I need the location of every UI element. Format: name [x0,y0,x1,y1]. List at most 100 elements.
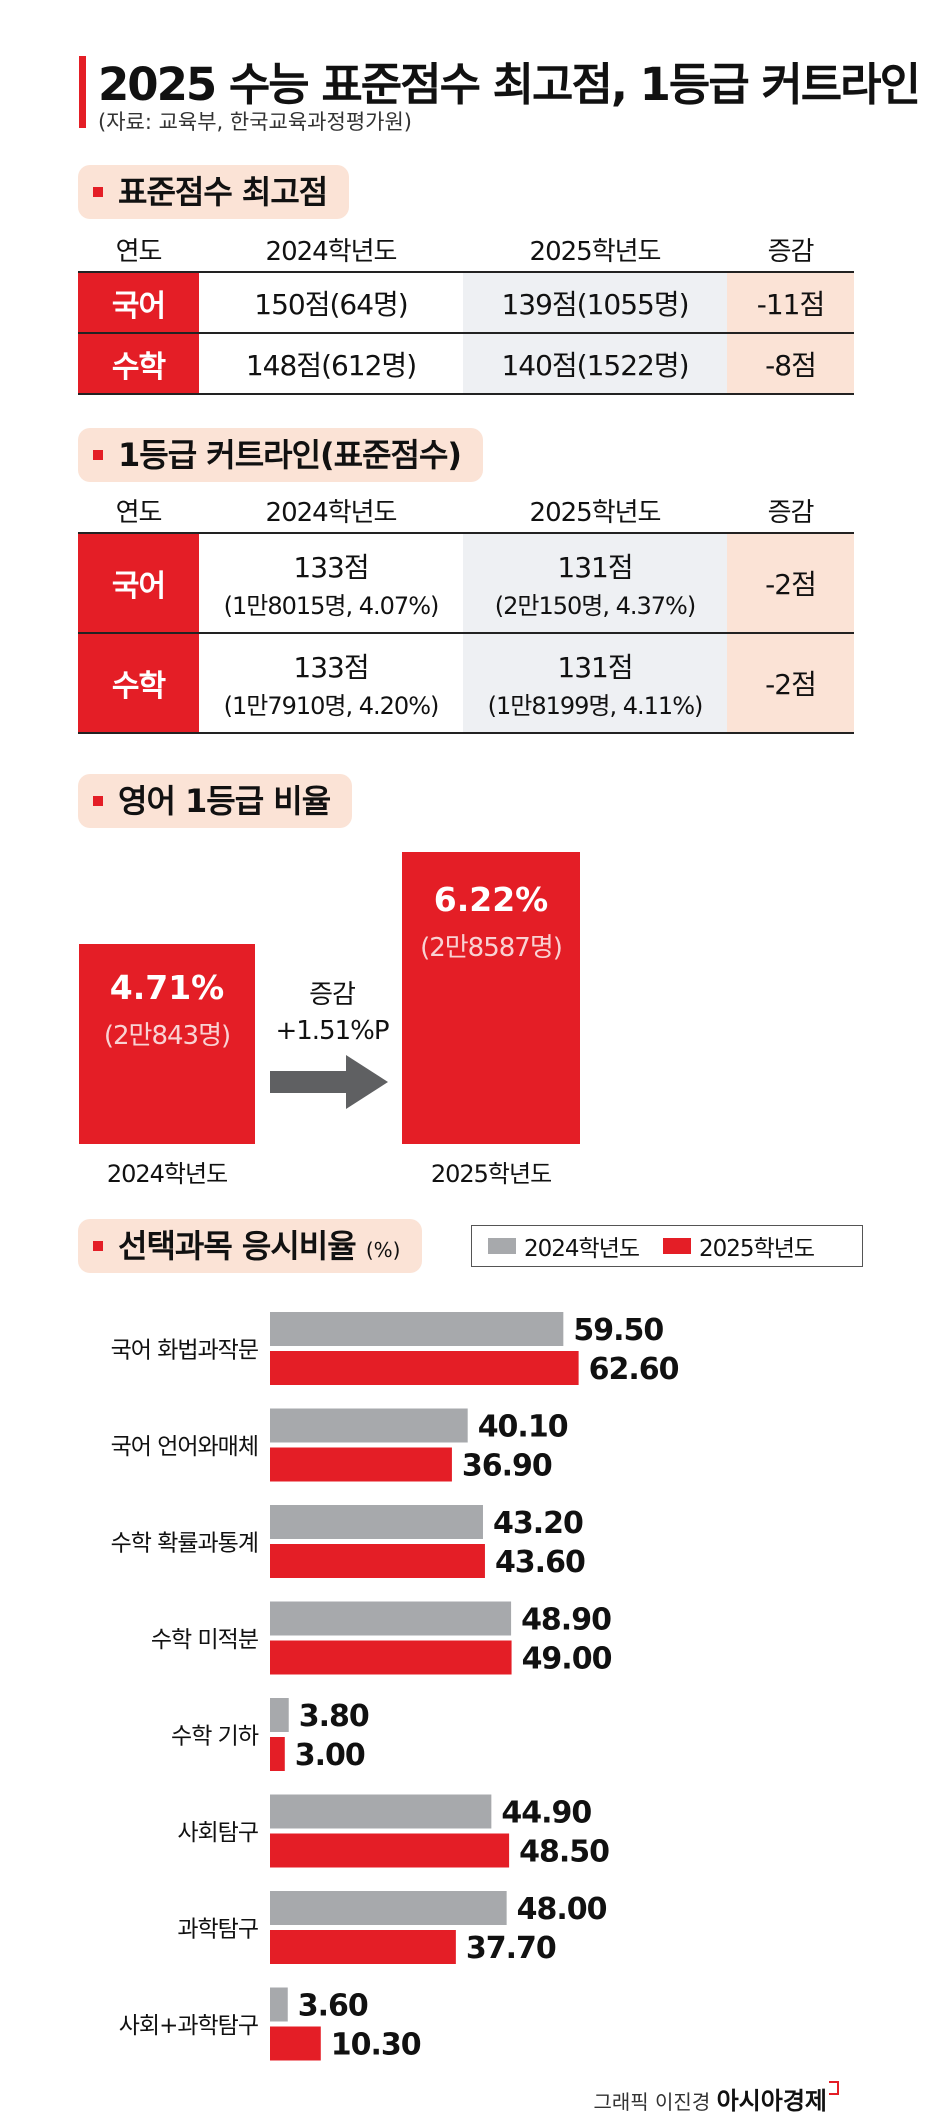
legend-swatch-2024 [488,1238,516,1254]
bar-2025학년도-4 [270,1737,285,1771]
data-label-2024학년도-2: 43.20 [493,1506,583,1541]
category-label: 과학탐구 [177,1917,258,1943]
section-title-top-score: 표준점수 최고점 [78,165,350,219]
english-2024-box: 4.71% (2만843명) [79,944,255,1144]
brand-name: 아시아경제 [716,2087,827,2115]
data-label-2025학년도-3: 49.00 [522,1642,612,1677]
header-year: 연도 [115,497,163,528]
bar-2024학년도-3 [270,1601,512,1636]
change-cell: -8점 [727,333,854,394]
data-label-2025학년도-7: 10.30 [331,2028,421,2063]
data-label-2024학년도-7: 3.60 [298,1989,368,2024]
value-2025-cell: 131점 (2만150명, 4.37%) [463,533,727,633]
table-row: 국어 133점 (1만8015명, 4.07%) 131점 (2만150명, 4… [78,533,854,633]
bar-2025학년도-3 [270,1640,512,1675]
header-2025: 2025학년도 [529,236,662,267]
bar-2024학년도-5 [270,1794,492,1829]
bar-2025학년도-1 [270,1447,452,1482]
subject-cell: 국어 [78,533,199,633]
data-label-2025학년도-2: 43.60 [495,1545,585,1580]
category-label: 수학 미적분 [151,1627,258,1653]
value-2024-cell: 133점 (1만7910명, 4.20%) [199,633,463,733]
arrow-right-icon [270,1055,388,1109]
english-2024-label: 2024학년도 [106,1160,228,1188]
top-score-table: 연도 2024학년도 2025학년도 증감 국어 150점(64명) 139점(… [78,227,854,395]
header-2025: 2025학년도 [529,497,662,528]
bar-2025학년도-6 [270,1930,456,1964]
bar-2024학년도-2 [270,1505,483,1539]
credit-text: 그래픽 이진경 [593,2090,711,2114]
score-2025: 131점 [557,550,633,584]
title-accent-bar [79,56,86,128]
data-label-2025학년도-0: 62.60 [589,1352,679,1387]
table-row: 국어 150점(64명) 139점(1055명) -11점 [78,272,854,333]
bar-2024학년도-1 [270,1408,468,1443]
section-title-elective: 선택과목 응시비율 (%) [78,1219,423,1273]
category-label: 국어 언어와매체 [111,1434,258,1460]
detail-2024: (1만7910명, 4.20%) [223,691,440,720]
english-2024-value: 4.71% [109,968,225,1007]
chart-legend: 2024학년도 2025학년도 [471,1225,863,1267]
table-row: 수학 148점(612명) 140점(1522명) -8점 [78,333,854,394]
detail-2025: (2만150명, 4.37%) [494,591,696,620]
table-row: 수학 133점 (1만7910명, 4.20%) 131점 (1만8199명, … [78,633,854,733]
english-change-value: +1.51%P [275,1016,389,1046]
english-change: 증감 +1.51%P [262,977,402,1049]
subject-cell: 수학 [78,633,199,733]
value-2025-cell: 139점(1055명) [463,272,727,333]
data-label-2024학년도-0: 59.50 [573,1313,663,1348]
bar-2025학년도-2 [270,1544,485,1578]
header-change: 증감 [767,236,815,267]
category-label: 사회탐구 [177,1820,258,1846]
bar-2024학년도-7 [270,1987,288,2022]
legend-label-2025: 2025학년도 [699,1236,815,1262]
detail-2025: (1만8199명, 4.11%) [487,691,704,720]
source-note: (자료: 교육부, 한국교육과정평가원) [98,110,412,134]
bar-2024학년도-6 [270,1891,507,1925]
bar-2024학년도-0 [270,1312,564,1346]
english-2024-count: (2만843명) [103,1021,231,1051]
value-2025-cell: 140점(1522명) [463,333,727,394]
category-label: 사회+과학탐구 [119,2013,258,2039]
score-2024: 133점 [293,650,369,684]
data-label-2024학년도-1: 40.10 [478,1410,568,1445]
header-year: 연도 [115,236,163,267]
section-title-cutline: 1등급 커트라인(표준점수) [78,428,484,482]
category-label: 수학 기하 [171,1724,259,1750]
change-cell: -2점 [727,633,854,733]
header-2024: 2024학년도 [265,236,398,267]
legend-label-2024: 2024학년도 [524,1236,640,1262]
detail-2024: (1만8015명, 4.07%) [223,591,440,620]
bar-2025학년도-0 [270,1351,579,1385]
change-cell: -11점 [727,272,854,333]
data-label-2025학년도-1: 36.90 [462,1449,552,1484]
english-change-label: 증감 [309,980,356,1010]
cutline-table: 연도 2024학년도 2025학년도 증감 국어 133점 (1만8015명, … [78,488,854,734]
section-title-text: 선택과목 응시비율 [118,1227,357,1265]
data-label-2024학년도-6: 48.00 [517,1892,607,1927]
value-2024-cell: 148점(612명) [199,333,463,394]
bar-2025학년도-7 [270,2026,321,2061]
legend-swatch-2025 [663,1238,692,1254]
header-change: 증감 [767,497,815,528]
data-label-2024학년도-4: 3.80 [299,1699,369,1734]
section-title-english: 영어 1등급 비율 [78,774,353,828]
english-2025-value: 6.22% [433,880,549,919]
page-title: 2025 수능 표준점수 최고점, 1등급 커트라인 [98,58,921,111]
data-label-2025학년도-5: 48.50 [519,1835,609,1870]
value-2024-cell: 150점(64명) [199,272,463,333]
unit-label: (%) [365,1238,401,1262]
score-2024: 133점 [293,550,369,584]
data-label-2024학년도-3: 48.90 [521,1603,611,1638]
english-2025-count: (2만8587명) [420,933,563,963]
credit: 그래픽 이진경 아시아경제 [593,2081,839,2116]
data-label-2025학년도-6: 37.70 [466,1931,556,1966]
subject-cell: 국어 [78,272,199,333]
value-2025-cell: 131점 (1만8199명, 4.11%) [463,633,727,733]
bar-2025학년도-5 [270,1833,510,1868]
english-2025-label: 2025학년도 [430,1160,552,1188]
change-cell: -2점 [727,533,854,633]
category-label: 수학 확률과통계 [111,1531,258,1557]
score-2025: 131점 [557,650,633,684]
